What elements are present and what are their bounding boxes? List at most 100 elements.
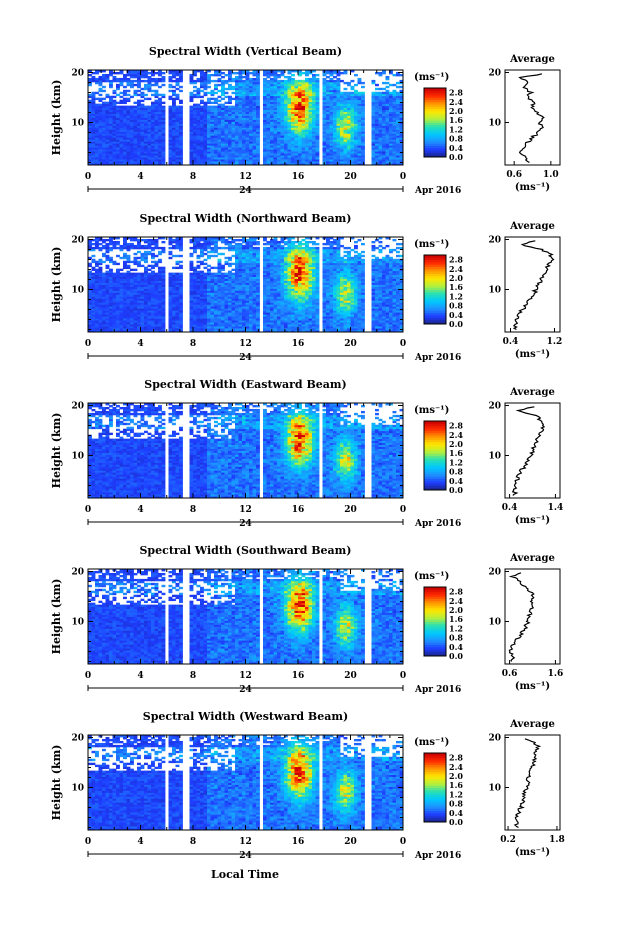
heatmap-cell	[147, 155, 152, 158]
heatmap-cell	[172, 109, 176, 112]
heatmap-cell	[158, 151, 162, 154]
heatmap-cell	[102, 121, 106, 124]
heatmap-cell	[175, 153, 180, 156]
heatmap-cell	[137, 105, 141, 109]
heatmap-cell	[95, 121, 99, 124]
heatmap-cell	[144, 145, 148, 148]
heatmap-cell	[126, 254, 131, 258]
heatmap-cell	[102, 161, 106, 164]
heatmap-cell	[140, 131, 145, 134]
heatmap-cell	[175, 159, 180, 162]
heatmap-cell	[102, 252, 106, 256]
heatmap-cell	[168, 107, 173, 110]
heatmap-cell	[130, 141, 134, 144]
heatmap-cell	[105, 161, 110, 164]
heatmap-cell	[154, 153, 159, 156]
heatmap-cell	[158, 70, 162, 73]
heatmap-cell	[151, 129, 155, 132]
heatmap-cell	[389, 83, 393, 87]
heatmap-cell	[217, 103, 222, 107]
heatmap-cell	[105, 133, 110, 136]
heatmap-cell	[210, 105, 215, 109]
date-day-label: 24	[239, 186, 252, 196]
heatmap-cell	[301, 71, 306, 75]
heatmap-cell	[112, 147, 117, 150]
heatmap-cell	[137, 115, 141, 118]
heatmap-cell	[168, 79, 173, 83]
heatmap-cell	[144, 149, 148, 152]
heatmap-cell	[161, 143, 166, 146]
heatmap-cell	[154, 139, 159, 142]
heatmap-cell	[175, 105, 180, 109]
heatmap-cell	[102, 119, 106, 122]
heatmap-cell	[133, 159, 138, 162]
heatmap-cell	[168, 155, 173, 158]
heatmap-cell	[298, 79, 302, 83]
heatmap-cell	[385, 75, 390, 79]
heatmap-cell	[95, 113, 99, 116]
heatmap-cell	[200, 161, 204, 164]
heatmap-cell	[102, 244, 106, 248]
heatmap-cell	[179, 101, 183, 105]
heatmap-cell	[214, 105, 218, 109]
heatmap-cell	[207, 105, 211, 109]
heatmap-cell	[109, 153, 113, 156]
heatmap-cell	[203, 145, 208, 148]
heatmap-cell	[151, 145, 155, 148]
heatmap-cell	[193, 107, 197, 110]
heatmap-cell	[147, 151, 152, 154]
heatmap-cell	[140, 133, 145, 136]
heatmap-cell	[172, 238, 176, 242]
heatmap-cell	[270, 77, 274, 81]
heatmap-cell	[144, 159, 148, 162]
heatmap-cell	[249, 71, 253, 75]
heatmap-cell	[217, 99, 222, 103]
heatmap-cell	[137, 93, 141, 97]
heatmap-cell	[105, 143, 110, 146]
heatmap-cell	[105, 238, 110, 242]
heatmap-cell	[179, 123, 183, 126]
heatmap-cell	[175, 131, 180, 134]
heatmap-cell	[151, 71, 155, 75]
heatmap-cell	[196, 129, 201, 132]
heatmap-cell	[147, 149, 152, 152]
heatmap-cell	[91, 141, 96, 144]
heatmap-cell	[158, 139, 162, 142]
heatmap-cell	[161, 157, 166, 160]
heatmap-cell	[175, 129, 180, 132]
heatmap-cell	[179, 99, 183, 103]
heatmap-cell	[123, 252, 127, 256]
heatmap-cell	[102, 107, 106, 110]
heatmap-cell	[130, 121, 134, 124]
heatmap-cell	[161, 121, 166, 124]
heatmap-cell	[98, 246, 103, 250]
heatmap-cell	[116, 145, 120, 148]
heatmap-cell	[200, 149, 204, 152]
heatmap-cell	[147, 127, 152, 130]
heatmap-cell	[147, 163, 152, 166]
heatmap-cell	[144, 93, 148, 97]
heatmap-cell	[196, 149, 201, 152]
heatmap-cell	[172, 163, 176, 166]
heatmap-cell	[102, 151, 106, 154]
heatmap-cell	[126, 127, 131, 130]
heatmap-cell	[179, 147, 183, 150]
heatmap-cell	[161, 145, 166, 148]
heatmap-cell	[137, 70, 141, 73]
heatmap-cell	[116, 135, 120, 138]
heatmap-cell	[200, 73, 204, 77]
beam-panel: Spectral Width (Vertical Beam)Height (km…	[50, 45, 561, 196]
heatmap-cell	[154, 89, 159, 93]
heatmap-cell	[158, 85, 162, 89]
heatmap-cell	[126, 109, 131, 112]
heatmap-cell	[140, 141, 145, 144]
y-axis-label: Height (km)	[50, 247, 63, 323]
heatmap-cell	[123, 151, 127, 154]
heatmap-cell	[105, 105, 110, 109]
heatmap-cell	[196, 143, 201, 146]
heatmap-cell	[343, 81, 348, 85]
heatmap-cell	[175, 73, 180, 77]
heatmap-cell	[88, 135, 92, 138]
heatmap-cell	[91, 135, 96, 138]
heatmap-cell	[133, 125, 138, 128]
